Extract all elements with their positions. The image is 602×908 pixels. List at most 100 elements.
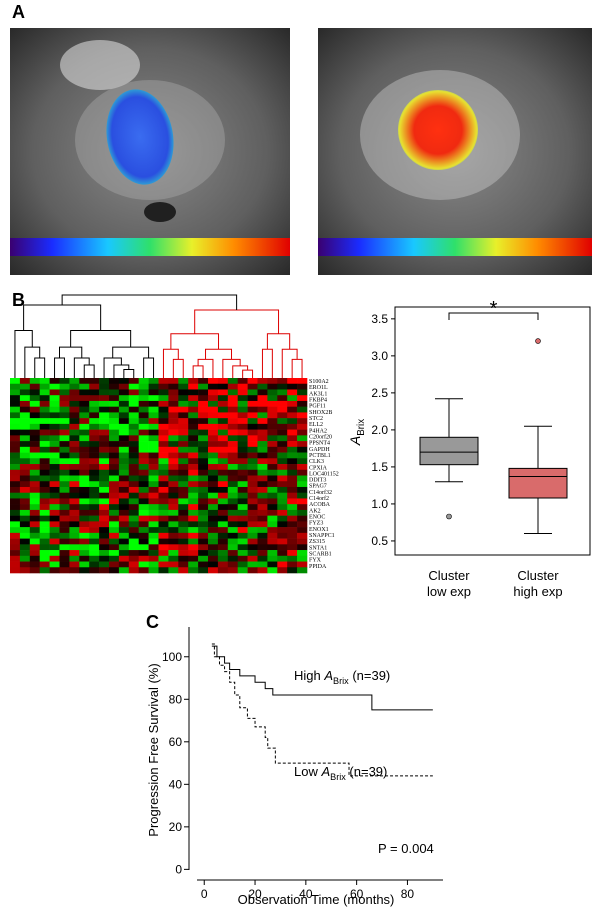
heatmap-cell bbox=[178, 418, 189, 425]
heatmap-cell bbox=[89, 567, 100, 574]
heatmap-cell bbox=[267, 464, 278, 471]
heatmap-cell bbox=[257, 406, 268, 413]
heatmap-cell bbox=[297, 532, 308, 539]
heatmap-cell bbox=[297, 395, 308, 402]
heatmap-cell bbox=[287, 555, 298, 562]
heatmap-cell bbox=[138, 532, 149, 539]
heatmap-cell bbox=[138, 418, 149, 425]
heatmap-cell bbox=[208, 441, 219, 448]
heatmap-cell bbox=[128, 423, 139, 430]
heatmap-cell bbox=[39, 527, 50, 534]
heatmap-cell bbox=[257, 475, 268, 482]
heatmap-cell bbox=[168, 550, 179, 557]
heatmap-cell bbox=[79, 406, 90, 413]
heatmap-cell bbox=[118, 400, 130, 407]
heatmap-cell bbox=[247, 406, 258, 413]
heatmap-cell bbox=[29, 383, 40, 390]
heatmap-cell bbox=[39, 550, 50, 557]
heatmap-cell bbox=[287, 492, 298, 499]
heatmap-cell bbox=[227, 492, 238, 499]
heatmap-cell bbox=[89, 458, 100, 465]
heatmap-cell bbox=[297, 492, 308, 499]
heatmap-cell bbox=[148, 423, 159, 430]
heatmap-cell bbox=[19, 469, 31, 476]
heatmap-cell bbox=[99, 509, 110, 516]
heatmap-cell bbox=[198, 481, 209, 488]
heatmap-cell bbox=[297, 498, 308, 505]
heatmap-cell bbox=[277, 555, 288, 562]
heatmap-cell bbox=[247, 412, 258, 419]
heatmap-cell bbox=[247, 544, 258, 551]
heatmap-cell bbox=[267, 406, 278, 413]
gene-label: SCARB1 bbox=[309, 552, 332, 558]
heatmap-cell bbox=[79, 435, 90, 442]
x-tick-label: 0 bbox=[201, 887, 208, 901]
gene-label: GAPDH bbox=[309, 447, 330, 453]
heatmap-cell bbox=[227, 486, 238, 494]
dendrogram-link bbox=[281, 348, 298, 378]
heatmap-cell bbox=[158, 567, 169, 574]
heatmap-cell bbox=[138, 544, 149, 551]
heatmap-cell bbox=[59, 383, 70, 390]
heatmap-cell bbox=[277, 486, 288, 494]
heatmap-cell bbox=[69, 429, 80, 436]
heatmap-cell bbox=[99, 492, 110, 499]
heatmap-cell bbox=[267, 441, 278, 448]
heatmap-cell bbox=[267, 509, 278, 516]
heatmap-cell bbox=[128, 550, 139, 557]
heatmap-cell bbox=[118, 521, 130, 528]
heatmap-cell bbox=[49, 469, 60, 476]
heatmap-cell bbox=[247, 400, 258, 407]
heatmap-cell bbox=[59, 504, 70, 511]
heatmap-cell bbox=[10, 504, 21, 511]
gene-label: SNAPPC1 bbox=[309, 533, 335, 539]
heatmap-cell bbox=[158, 458, 169, 465]
heatmap-cell bbox=[267, 423, 278, 430]
heatmap-cell bbox=[39, 435, 50, 442]
heatmap-cell bbox=[10, 498, 21, 505]
heatmap-cell bbox=[128, 498, 139, 505]
heatmap-cell bbox=[237, 550, 248, 557]
heatmap-cell bbox=[158, 395, 169, 402]
heatmap-cell bbox=[19, 412, 31, 419]
heatmap-cell bbox=[39, 452, 50, 459]
x-tick-label: Cluster bbox=[428, 568, 470, 583]
heatmap-cell bbox=[79, 481, 90, 488]
heatmap-cell bbox=[109, 469, 120, 476]
heatmap-cell bbox=[257, 400, 268, 407]
heatmap-cell bbox=[227, 452, 238, 459]
heatmap-cell bbox=[188, 481, 199, 488]
heatmap-cell bbox=[188, 464, 199, 471]
heatmap-cell bbox=[59, 538, 70, 545]
heatmap-cell bbox=[257, 532, 268, 539]
heatmap-cell bbox=[178, 481, 189, 488]
dendrogram bbox=[14, 294, 303, 378]
heatmap-cell bbox=[109, 498, 120, 505]
heatmap-cell bbox=[69, 395, 80, 402]
heatmap-cell bbox=[297, 550, 308, 557]
heatmap-cell bbox=[109, 441, 120, 448]
gene-label: ACOBA bbox=[309, 502, 331, 508]
heatmap-cell bbox=[257, 383, 268, 390]
heatmap-cell bbox=[267, 452, 278, 459]
heatmap-cell bbox=[247, 378, 258, 385]
heatmap-cell bbox=[49, 441, 60, 448]
heatmap-cell bbox=[19, 475, 31, 482]
heatmap-cell bbox=[79, 412, 90, 419]
heatmap-cell bbox=[198, 395, 209, 402]
gene-label: SNTA1 bbox=[309, 545, 327, 551]
heatmap-cell bbox=[188, 469, 199, 476]
heatmap-cell bbox=[138, 395, 149, 402]
heatmap-cell bbox=[237, 406, 248, 413]
heatmap-cell bbox=[148, 464, 159, 471]
heatmap-cell bbox=[287, 475, 298, 482]
heatmap-cell bbox=[49, 383, 60, 390]
heatmap-cell bbox=[198, 492, 209, 499]
heatmap-cell bbox=[168, 458, 179, 465]
heatmap-cell bbox=[208, 486, 219, 494]
heatmap-cell bbox=[247, 383, 258, 390]
heatmap-cell bbox=[49, 475, 60, 482]
heatmap-cell bbox=[128, 383, 139, 390]
heatmap-cell bbox=[89, 481, 100, 488]
heatmap-cell bbox=[59, 550, 70, 557]
